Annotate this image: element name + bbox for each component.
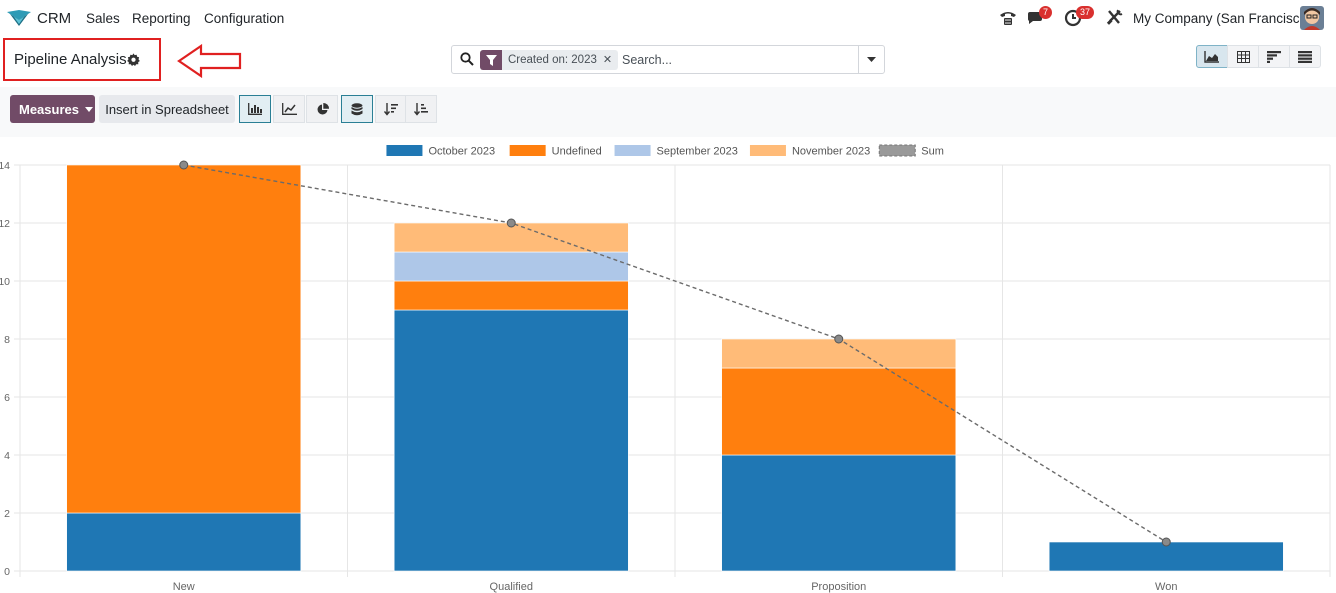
cohort-view-button[interactable] [1258, 45, 1290, 68]
pie-chart-icon [317, 102, 329, 114]
table-icon [1236, 50, 1250, 63]
measures-label: Measures [19, 101, 79, 117]
y-tick-label: 6 [4, 392, 10, 404]
sort-ascending-button[interactable] [405, 95, 437, 123]
company-switcher[interactable]: My Company (San Francisco) [1133, 11, 1312, 26]
legend-label[interactable]: September 2023 [657, 146, 738, 158]
legend-swatch[interactable] [614, 145, 651, 156]
legend-label[interactable]: November 2023 [792, 146, 870, 158]
search-input[interactable] [622, 50, 852, 70]
sum-point[interactable] [506, 218, 516, 228]
x-tick-label: Won [1155, 581, 1177, 593]
title-highlight-box [3, 38, 161, 81]
search-icon[interactable] [460, 52, 474, 66]
bar-segment[interactable] [66, 164, 302, 514]
caret-down-icon [84, 106, 93, 112]
x-tick-label: Proposition [811, 581, 866, 593]
messages-icon[interactable] [1026, 8, 1048, 28]
crm-logo-icon[interactable] [6, 8, 32, 28]
y-tick-label: 10 [0, 276, 10, 288]
tools-icon[interactable] [1104, 8, 1126, 28]
activities-count-badge: 37 [1076, 6, 1095, 19]
y-tick-label: 14 [0, 160, 10, 172]
sort-ascending-icon [414, 102, 428, 116]
remove-facet-icon[interactable]: ✕ [602, 50, 619, 70]
legend-swatch[interactable] [878, 144, 916, 157]
measures-button[interactable]: Measures [10, 95, 95, 123]
bar-segment[interactable] [66, 512, 302, 572]
sort-descending-icon [384, 102, 398, 116]
stacked-toggle-button[interactable] [341, 95, 373, 123]
pivot-view-button[interactable] [1227, 45, 1259, 68]
page-title[interactable]: Pipeline Analysis [14, 51, 127, 68]
legend-swatch[interactable] [509, 145, 546, 156]
phone-icon[interactable] [997, 8, 1019, 28]
y-tick-label: 4 [4, 450, 10, 462]
bar-segment[interactable] [393, 280, 629, 311]
annotation-arrow [177, 44, 242, 78]
y-tick-label: 0 [4, 566, 10, 578]
menu-sales[interactable]: Sales [86, 11, 120, 26]
bar-segment[interactable] [393, 251, 629, 282]
line-chart-button[interactable] [273, 95, 305, 123]
bar-segment[interactable] [721, 454, 957, 572]
messages-count-badge: 7 [1039, 6, 1053, 19]
filter-icon [480, 50, 502, 70]
app-name[interactable]: CRM [37, 10, 72, 27]
caret-down-icon [867, 56, 876, 62]
y-tick-label: 12 [0, 218, 10, 230]
view-switcher [1196, 45, 1321, 68]
graph-view-button[interactable] [1196, 45, 1228, 68]
bar-chart-button[interactable] [239, 95, 271, 123]
line-chart-icon [281, 103, 297, 115]
y-tick-label: 8 [4, 334, 10, 346]
search-bar: Created on: 2023 ✕ [451, 45, 885, 74]
bar-segment[interactable] [721, 367, 957, 456]
top-navbar: CRM Sales Reporting Configuration 7 37 M… [0, 0, 1336, 36]
y-tick-label: 2 [4, 508, 10, 520]
legend-label[interactable]: Undefined [552, 146, 602, 158]
list-view-button[interactable] [1289, 45, 1321, 68]
sum-point[interactable] [1161, 537, 1171, 547]
gear-icon[interactable] [127, 53, 140, 66]
list-icon [1298, 50, 1312, 63]
x-tick-label: Qualified [490, 581, 533, 593]
facet-value: Created on: 2023 [502, 50, 603, 70]
legend-swatch[interactable] [386, 145, 423, 156]
insert-in-spreadsheet-button[interactable]: Insert in Spreadsheet [99, 95, 235, 123]
bars-staggered-icon [1267, 50, 1281, 63]
pipeline-chart: 0 2 4 6 8 10 12 14 New Qualified Proposition Won Oct… [0, 144, 1331, 593]
menu-reporting[interactable]: Reporting [132, 11, 191, 26]
database-icon [351, 102, 363, 115]
legend-label[interactable]: October 2023 [428, 146, 495, 158]
sum-point[interactable] [179, 160, 189, 170]
menu-configuration[interactable]: Configuration [204, 11, 285, 26]
x-tick-label: New [173, 581, 195, 593]
sort-descending-button[interactable] [375, 95, 407, 123]
search-options-toggle[interactable] [858, 46, 884, 73]
legend-label[interactable]: Sum [921, 146, 944, 158]
bar-segment[interactable] [1048, 541, 1284, 572]
bar-chart-icon [248, 103, 262, 115]
pie-chart-button[interactable] [306, 95, 338, 123]
sum-point[interactable] [834, 334, 844, 344]
legend-swatch[interactable] [749, 145, 786, 156]
user-avatar[interactable] [1300, 6, 1324, 30]
search-facet[interactable]: Created on: 2023 ✕ [480, 50, 619, 70]
sum-line [183, 164, 1167, 543]
area-chart-icon [1204, 50, 1219, 63]
bar-segment[interactable] [393, 309, 629, 572]
